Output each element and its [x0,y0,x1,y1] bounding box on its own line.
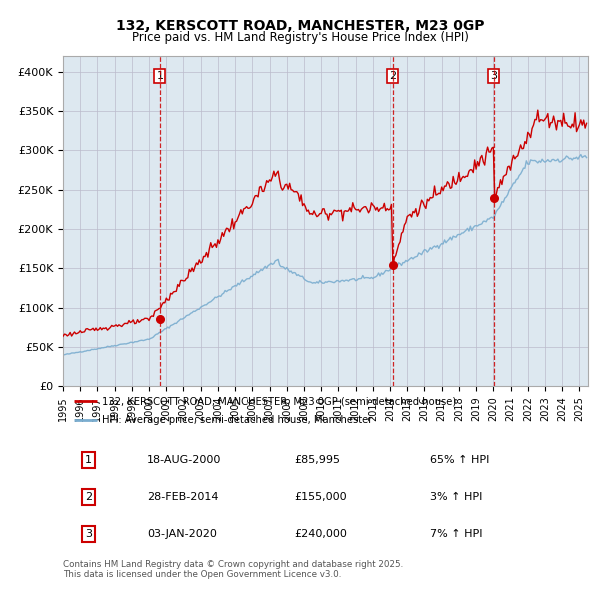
Text: 2: 2 [85,492,92,502]
Text: 03-JAN-2020: 03-JAN-2020 [147,529,217,539]
Text: 132, KERSCOTT ROAD, MANCHESTER, M23 0GP (semi-detached house): 132, KERSCOTT ROAD, MANCHESTER, M23 0GP … [103,396,457,407]
Text: 7% ↑ HPI: 7% ↑ HPI [431,529,483,539]
Text: £240,000: £240,000 [294,529,347,539]
Text: 28-FEB-2014: 28-FEB-2014 [147,492,218,502]
Text: 132, KERSCOTT ROAD, MANCHESTER, M23 0GP: 132, KERSCOTT ROAD, MANCHESTER, M23 0GP [116,19,484,33]
Text: 3: 3 [490,71,497,81]
Text: 65% ↑ HPI: 65% ↑ HPI [431,455,490,466]
Text: Contains HM Land Registry data © Crown copyright and database right 2025.
This d: Contains HM Land Registry data © Crown c… [63,560,403,579]
Text: 1: 1 [85,455,92,466]
Text: 1: 1 [157,71,163,81]
Text: 3% ↑ HPI: 3% ↑ HPI [431,492,483,502]
Text: HPI: Average price, semi-detached house, Manchester: HPI: Average price, semi-detached house,… [103,415,373,425]
Text: 2: 2 [389,71,397,81]
Text: £85,995: £85,995 [294,455,340,466]
Text: Price paid vs. HM Land Registry's House Price Index (HPI): Price paid vs. HM Land Registry's House … [131,31,469,44]
Text: 3: 3 [85,529,92,539]
Text: 18-AUG-2000: 18-AUG-2000 [147,455,221,466]
Text: £155,000: £155,000 [294,492,347,502]
